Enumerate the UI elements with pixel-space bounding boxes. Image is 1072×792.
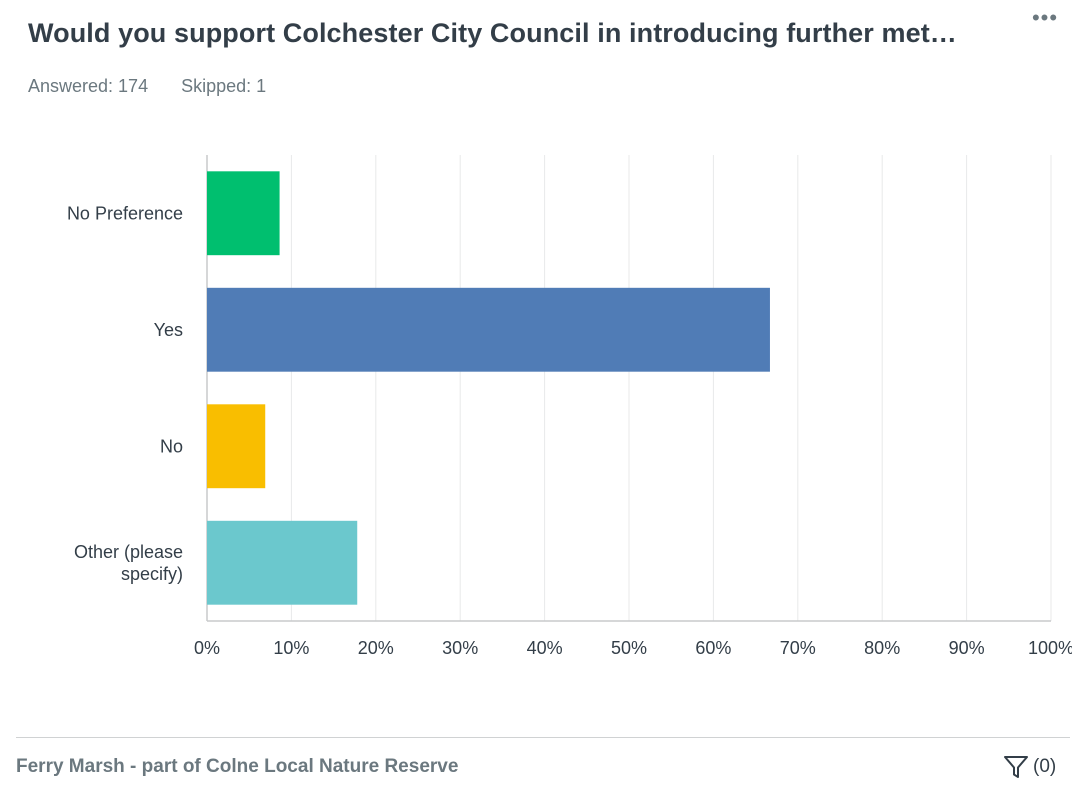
question-title: Would you support Colchester City Counci…	[28, 18, 957, 48]
answered-count: Answered: 174	[28, 76, 149, 96]
category-label: No	[160, 436, 183, 456]
category-label: Yes	[154, 320, 183, 340]
bar[interactable]	[207, 404, 266, 489]
x-tick-label: 100%	[1028, 638, 1072, 658]
x-tick-label: 30%	[442, 638, 478, 658]
bar[interactable]	[207, 171, 280, 256]
x-tick-label: 60%	[695, 638, 731, 658]
x-tick-label: 20%	[358, 638, 394, 658]
response-stats: Answered: 174 Skipped: 1	[28, 76, 294, 97]
category-label: Other (please	[74, 542, 183, 562]
more-options-button[interactable]: •••	[1031, 5, 1059, 30]
category-label: No Preference	[67, 203, 183, 223]
x-tick-label: 0%	[194, 638, 220, 658]
x-tick-label: 10%	[273, 638, 309, 658]
bar[interactable]	[207, 520, 358, 605]
footer-divider	[16, 737, 1070, 738]
x-tick-label: 70%	[780, 638, 816, 658]
filter-icon	[1003, 754, 1029, 780]
category-label: specify)	[121, 564, 183, 584]
x-tick-label: 40%	[527, 638, 563, 658]
x-tick-label: 80%	[864, 638, 900, 658]
filter-count: (0)	[1033, 756, 1057, 777]
skipped-count: Skipped: 1	[181, 76, 267, 96]
bar[interactable]	[207, 287, 770, 372]
footer-section-title: Ferry Marsh - part of Colne Local Nature…	[16, 756, 459, 777]
x-tick-label: 90%	[949, 638, 985, 658]
filter-button[interactable]: (0)	[1003, 754, 1056, 780]
x-tick-label: 50%	[611, 638, 647, 658]
